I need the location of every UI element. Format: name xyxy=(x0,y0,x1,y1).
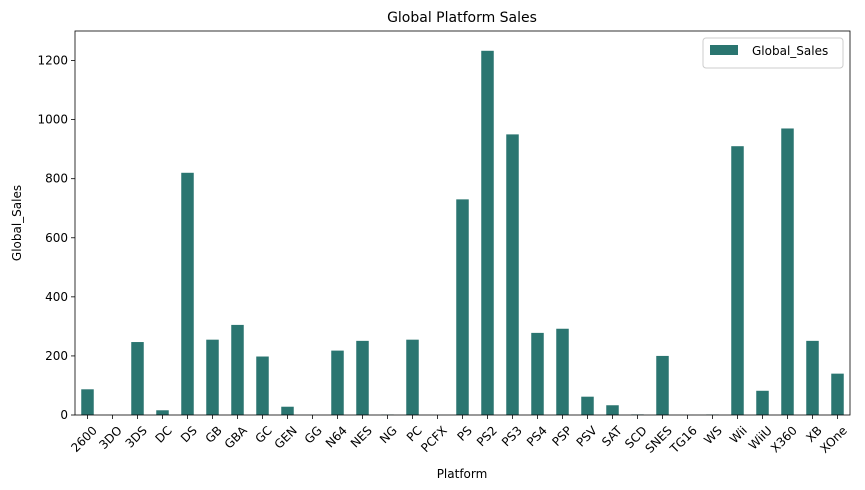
x-tick-label: PS xyxy=(454,423,474,443)
bar-gen xyxy=(281,406,294,415)
bar-3ds xyxy=(131,342,144,415)
plot-frame xyxy=(74,30,851,416)
bar-n64 xyxy=(331,350,344,415)
x-tick-label: XOne xyxy=(817,423,849,455)
x-tick-label: NES xyxy=(348,423,375,450)
x-tick-label: NG xyxy=(377,423,400,446)
bar-2600 xyxy=(81,389,94,415)
bar-gba xyxy=(231,324,244,415)
y-tick-label: 200 xyxy=(45,349,68,363)
x-tick-label: PSP xyxy=(549,423,575,449)
y-tick-label: 800 xyxy=(45,172,68,186)
legend-label: Global_Sales xyxy=(752,44,828,58)
x-tick-label: PS2 xyxy=(474,423,500,449)
bar-wiiu xyxy=(756,390,769,415)
bar-xone xyxy=(831,373,844,415)
x-axis-label: Platform xyxy=(437,467,488,481)
x-tick-label: SNES xyxy=(642,423,674,455)
bar-sat xyxy=(606,405,619,415)
x-tick-label: GEN xyxy=(272,423,300,451)
y-tick-label: 1000 xyxy=(37,113,68,127)
legend-swatch xyxy=(710,45,738,55)
bar-x360 xyxy=(781,128,794,415)
x-tick-label: DS xyxy=(178,423,200,445)
y-tick-label: 600 xyxy=(45,231,68,245)
bar-gb xyxy=(206,339,219,415)
x-tick-label: PS4 xyxy=(524,423,550,449)
bars-group xyxy=(81,50,844,415)
bar-ps3 xyxy=(506,134,519,415)
chart-title: Global Platform Sales xyxy=(387,10,537,26)
bar-dc xyxy=(156,410,169,415)
x-tick-label: GG xyxy=(302,423,325,446)
x-tick-label: DC xyxy=(152,423,174,445)
bar-nes xyxy=(356,340,369,415)
y-tick-label: 400 xyxy=(45,290,68,304)
x-tick-label: TG16 xyxy=(667,423,700,456)
bar-ds xyxy=(181,172,194,415)
x-tick-label: PCFX xyxy=(418,423,450,455)
y-axis-label: Global_Sales xyxy=(10,185,24,261)
x-tick-label: GBA xyxy=(222,423,251,452)
legend: Global_Sales xyxy=(702,37,844,69)
x-tick-label: N64 xyxy=(323,423,350,450)
bar-pc xyxy=(406,339,419,415)
y-axis-ticks: 0 200 400 600 800 1000 1200 xyxy=(37,54,75,422)
bar-ps4 xyxy=(531,332,544,415)
y-tick-label: 0 xyxy=(60,408,68,422)
bar-psv xyxy=(581,396,594,415)
x-tick-label: 3DO xyxy=(96,423,125,452)
bar-gc xyxy=(256,356,269,415)
x-tick-label: 3DS xyxy=(123,423,150,450)
x-tick-label: X360 xyxy=(768,423,800,455)
bar-ps xyxy=(456,199,469,415)
y-tick-label: 1200 xyxy=(37,54,68,68)
bar-psp xyxy=(556,328,569,415)
bar-snes xyxy=(656,355,669,415)
bar-wii xyxy=(731,146,744,415)
bar-ps2 xyxy=(481,50,494,415)
x-tick-label: PSV xyxy=(574,423,601,450)
bar-xb xyxy=(806,340,819,415)
x-tick-label: 2600 xyxy=(68,423,99,454)
x-tick-label: PS3 xyxy=(499,423,525,449)
x-tick-label: SAT xyxy=(599,423,625,449)
x-tick-label: WS xyxy=(701,423,725,447)
